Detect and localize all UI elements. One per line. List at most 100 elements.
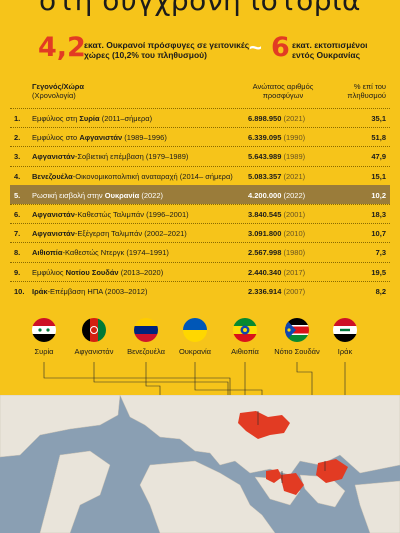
flag-label-ethiopia: Αιθιοπία bbox=[231, 347, 259, 356]
ethiopia-flag-icon bbox=[233, 318, 257, 342]
row-rank: 4. bbox=[14, 171, 21, 181]
row-percent: 35,1 bbox=[371, 114, 386, 123]
row-refugees-year: (2017) bbox=[283, 267, 306, 277]
row-event-post: -Επέμβαση ΗΠΑ (2003–2012) bbox=[47, 286, 148, 296]
row-refugees: 2.336.914 (2007) bbox=[248, 287, 305, 296]
afghanistan-flag-icon bbox=[82, 318, 106, 342]
row-event-post: -Καθεστώς Ντεργκ (1974–1991) bbox=[62, 248, 169, 258]
row-refugees-value: 3.091.800 bbox=[248, 229, 282, 239]
south-sudan-flag-icon bbox=[285, 318, 309, 342]
row-event: Ρωσική εισβολή στην Ουκρανία (2022) bbox=[32, 191, 163, 200]
row-refugees-value: 3.840.545 bbox=[248, 209, 282, 219]
table-header: Γεγονός/Χώρα (Χρονολογία) Ανώτατος αριθμ… bbox=[0, 79, 400, 109]
ukraine-map-shape bbox=[238, 411, 290, 439]
row-event-post: (2013–2020) bbox=[118, 267, 164, 277]
row-refugees-value: 6.898.950 bbox=[248, 114, 282, 123]
row-refugees-year: (1989) bbox=[283, 152, 306, 162]
row-refugees-year: (2021) bbox=[283, 114, 306, 123]
row-rank: 9. bbox=[14, 267, 21, 277]
row-refugees-year: (2007) bbox=[283, 286, 306, 296]
row-refugees-value: 6.339.095 bbox=[248, 133, 282, 143]
row-refugees: 5.643.989 (1989) bbox=[248, 152, 305, 161]
row-event-post: -Οικονομικοπολιτική αναταραχή (2014– σήμ… bbox=[72, 171, 233, 181]
row-event: Εμφύλιος Νοτίου Σουδάν (2013–2020) bbox=[32, 268, 163, 277]
flag-row: Συρία Αφγανιστάν Βενεζουέλα Ουκρανία Αιθ… bbox=[0, 318, 400, 378]
row-percent: 19,5 bbox=[371, 267, 386, 277]
row-event-post: -Εξέγερση Ταλιμπάν (2002–2021) bbox=[74, 229, 187, 239]
row-event: Αφγανιστάν-Σοβιετική επέμβαση (1979–1989… bbox=[32, 152, 188, 161]
table-row: 10. Ιράκ-Επέμβαση ΗΠΑ (2003–2012) 2.336.91… bbox=[10, 280, 390, 300]
row-refugees-year: (2022) bbox=[283, 190, 306, 200]
row-rank: 7. bbox=[14, 229, 21, 239]
flag-label-afghanistan: Αφγανιστάν bbox=[74, 347, 114, 356]
row-refugees: 3.840.545 (2001) bbox=[248, 210, 305, 219]
header-refugees: Ανώτατος αριθμός bbox=[252, 82, 314, 91]
row-event-country: Συρία bbox=[79, 114, 100, 123]
flag-label-venezuela: Βενεζουέλα bbox=[127, 347, 165, 356]
table-row: 9. Εμφύλιος Νοτίου Σουδάν (2013–2020) 2.44… bbox=[10, 261, 390, 281]
row-event-post: (2022) bbox=[139, 190, 164, 200]
row-event: Αφγανιστάν-Εξέγερση Ταλιμπάν (2002–2021) bbox=[32, 229, 187, 238]
header-pct-sub: πληθυσμού bbox=[347, 91, 386, 100]
row-percent: 47,9 bbox=[371, 152, 386, 162]
row-event-country: Αιθιοπία bbox=[32, 248, 63, 258]
header-refugees-sub: προσφύγων bbox=[262, 91, 304, 100]
refugees-text-2: χώρες (10,2% του πληθυσμού) bbox=[84, 50, 207, 60]
row-event-country: Ουκρανία bbox=[104, 190, 140, 200]
row-refugees-year: (2021) bbox=[283, 171, 306, 181]
iraq-map-shape bbox=[280, 473, 304, 495]
row-rank: 8. bbox=[14, 248, 21, 258]
table-row: 1. Εμφύλιος στη Συρία (2011–σήμερα) 6.898.… bbox=[10, 108, 390, 127]
row-event-pre: Ρωσική εισβολή στην bbox=[32, 190, 105, 200]
row-percent: 51,8 bbox=[371, 133, 386, 143]
row-refugees-value: 4.200.000 bbox=[248, 190, 282, 200]
table-row: 8. Αιθιοπία-Καθεστώς Ντεργκ (1974–1991) 2.… bbox=[10, 242, 390, 261]
row-rank: 10. bbox=[14, 286, 25, 296]
row-refugees-year: (2010) bbox=[283, 229, 306, 239]
displaced-value: 6 bbox=[271, 32, 290, 63]
row-refugees: 3.091.800 (2010) bbox=[248, 229, 305, 238]
row-event-post: (2011–σήμερα) bbox=[99, 114, 153, 123]
displaced-text-2: εντός Ουκρανίας bbox=[292, 50, 361, 60]
row-percent: 10,2 bbox=[371, 190, 386, 200]
header-event: Γεγονός/Χώρα bbox=[32, 82, 85, 91]
row-event: Εμφύλιος στο Αφγανιστάν (1989–1996) bbox=[32, 133, 167, 142]
flag-label-south-sudan: Νότιο Σουδάν bbox=[274, 347, 320, 356]
row-event-country: Βενεζουέλα bbox=[32, 171, 73, 181]
page-title: στη σύγχρονη ιστορία bbox=[38, 0, 362, 17]
row-event: Ιράκ-Επέμβαση ΗΠΑ (2003–2012) bbox=[32, 287, 147, 296]
row-event-pre: Εμφύλιος bbox=[32, 267, 66, 277]
row-event-country: Νοτίου Σουδάν bbox=[65, 267, 119, 277]
row-refugees: 2.440.340 (2017) bbox=[248, 268, 305, 277]
row-event-country: Αφγανιστάν bbox=[79, 133, 123, 143]
row-refugees: 6.339.095 (1990) bbox=[248, 133, 305, 142]
row-event-country: Αφγανιστάν bbox=[32, 209, 75, 219]
row-event: Αιθιοπία-Καθεστώς Ντεργκ (1974–1991) bbox=[32, 248, 169, 257]
header-event-sub: (Χρονολογία) bbox=[32, 91, 76, 100]
flag-label-iraq: Ιράκ bbox=[337, 347, 353, 356]
table-row: 5. Ρωσική εισβολή στην Ουκρανία (2022) 4.2… bbox=[10, 184, 390, 204]
venezuela-flag-icon bbox=[134, 318, 158, 342]
row-event-post: -Καθεστώς Ταλιμπάν (1996–2001) bbox=[74, 209, 189, 219]
table-row: 7. Αφγανιστάν-Εξέγερση Ταλιμπάν (2002–202… bbox=[10, 223, 390, 242]
row-refugees-year: (1980) bbox=[283, 248, 306, 258]
row-event-pre: Εμφύλιος στη bbox=[32, 114, 80, 123]
stats-bar: 4,2 εκατ. Ουκρανοί πρόσφυγες σε γειτονικ… bbox=[0, 32, 400, 65]
row-rank: 2. bbox=[14, 133, 21, 143]
row-percent: 15,1 bbox=[371, 171, 386, 181]
row-rank: 3. bbox=[14, 152, 21, 162]
row-refugees-value: 2.336.914 bbox=[248, 286, 282, 296]
row-percent: 7,3 bbox=[375, 248, 386, 258]
row-refugees: 4.200.000 (2022) bbox=[248, 191, 305, 200]
row-rank: 6. bbox=[14, 209, 21, 219]
afghanistan-map-shape bbox=[316, 459, 348, 483]
row-refugees-year: (1990) bbox=[283, 133, 306, 143]
row-refugees: 5.083.357 (2021) bbox=[248, 172, 305, 181]
row-event-country: Αφγανιστάν bbox=[32, 152, 75, 162]
header-pct: % επί του bbox=[353, 82, 386, 91]
row-percent: 18,3 bbox=[371, 209, 386, 219]
row-refugees-value: 5.643.989 bbox=[248, 152, 282, 162]
row-refugees: 2.567.998 (1980) bbox=[248, 248, 305, 257]
table-row: 2. Εμφύλιος στο Αφγανιστάν (1989–1996) 6.3… bbox=[10, 127, 390, 146]
row-percent: 10,7 bbox=[371, 229, 386, 239]
